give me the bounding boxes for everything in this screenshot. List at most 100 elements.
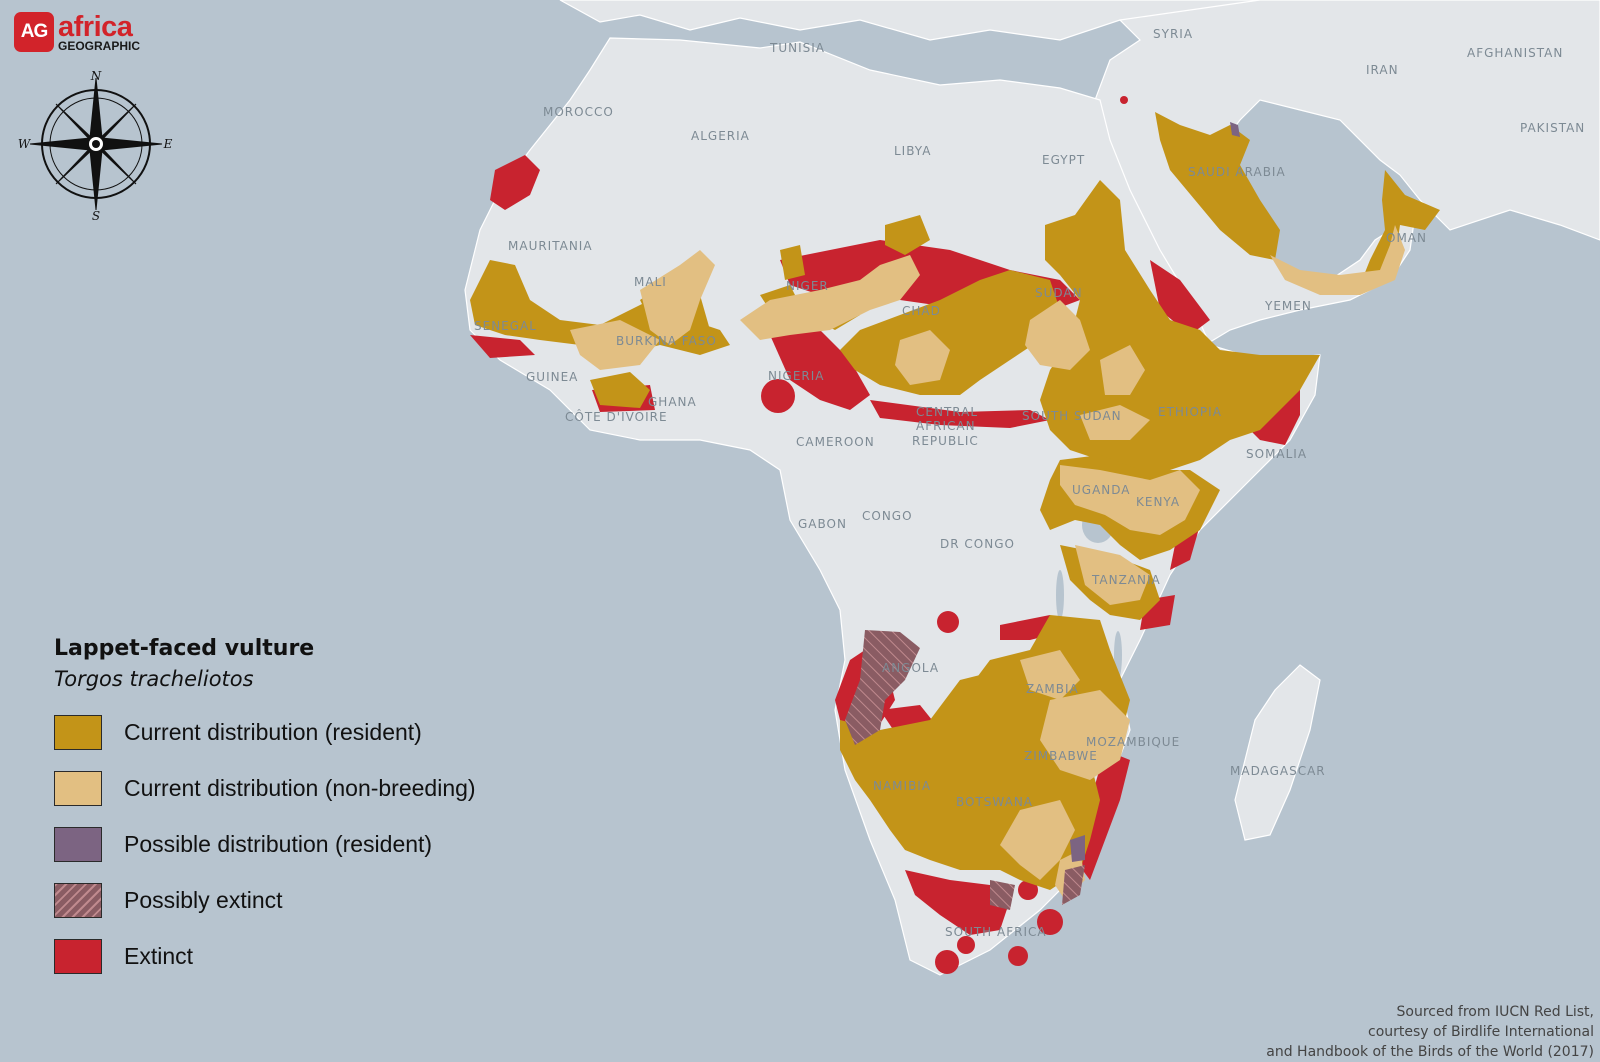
source-line-1: Sourced from IUCN Red List,: [1396, 1004, 1595, 1020]
nonbreeding-south-sudan: [1080, 405, 1150, 440]
label-botswana: BOTSWANA: [956, 795, 1033, 809]
compass-n-label: N: [90, 69, 102, 83]
legend-title: Lappet-faced vulture: [54, 636, 315, 661]
label-cote-divoire: CÔTE D'IVOIRE: [565, 409, 668, 424]
extinct-sa-spot-4: [1018, 880, 1038, 900]
brand-name: africa: [58, 10, 133, 43]
compass-e-label: E: [163, 137, 173, 151]
legend-item-extinct: Extinct: [54, 937, 476, 975]
resident-chad-east: [840, 270, 1060, 395]
legend-items: Current distribution (resident) Current …: [54, 713, 476, 975]
label-car-1: CENTRAL: [916, 405, 978, 419]
label-guinea: GUINEA: [526, 370, 578, 384]
swatch-resident: [54, 714, 102, 750]
possible-resident-arabia: [1230, 122, 1240, 137]
extinct-israel-spot: [1120, 96, 1128, 104]
resident-sudan-ethiopia: [1040, 180, 1320, 470]
label-tanzania: TANZANIA: [1091, 573, 1161, 587]
extinct-morocco: [490, 155, 540, 210]
label-niger: NIGER: [786, 279, 829, 293]
extinct-sa-spot-3: [1037, 909, 1063, 935]
label-mauritania: MAURITANIA: [508, 239, 593, 253]
brand-logo: AG africa GEOGRAPHIC: [14, 12, 140, 52]
nonbreeding-chad: [895, 330, 950, 385]
label-ethiopia: ETHIOPIA: [1158, 405, 1222, 419]
legend-label: Possible distribution (resident): [124, 830, 433, 857]
label-afghanistan: AFGHANISTAN: [1467, 46, 1563, 60]
map-legend: Lappet-faced vulture Torgos tracheliotos…: [54, 636, 476, 993]
resident-ghana: [590, 372, 650, 408]
brand-wordmark: africa GEOGRAPHIC: [58, 10, 141, 53]
nonbreeding-uganda-kenya: [1060, 465, 1200, 535]
label-mozambique: MOZAMBIQUE: [1086, 735, 1180, 749]
extinct-senegal: [470, 335, 535, 358]
resident-arabia: [1155, 112, 1280, 260]
label-cameroon: CAMEROON: [796, 435, 875, 449]
label-car-3: REPUBLIC: [912, 434, 979, 448]
source-line-2: courtesy of Birdlife International: [1368, 1024, 1594, 1040]
legend-item-resident: Current distribution (resident): [54, 713, 476, 751]
compass-rose-icon: N S W E: [18, 69, 173, 223]
swatch-possible-resident: [54, 826, 102, 862]
label-pakistan: PAKISTAN: [1520, 121, 1585, 135]
label-egypt: EGYPT: [1042, 153, 1085, 167]
label-iran: IRAN: [1366, 63, 1399, 77]
non-breeding-ranges: [570, 225, 1405, 900]
label-zambia: ZAMBIA: [1026, 682, 1079, 696]
nonbreeding-sudan: [1025, 300, 1090, 370]
legend-item-possibly-extinct: Possibly extinct: [54, 881, 476, 919]
extinct-eritrea: [1150, 260, 1210, 335]
possible-resident-natal: [1070, 835, 1085, 862]
extinct-angola-spot: [937, 611, 959, 633]
nonbreeding-ethiopia: [1100, 345, 1145, 395]
label-uganda: UGANDA: [1072, 483, 1131, 497]
swatch-possibly-extinct: [54, 882, 102, 918]
brand-sub: GEOGRAPHIC: [58, 38, 141, 53]
extinct-nigeria: [770, 330, 870, 410]
label-madagascar: MADAGASCAR: [1230, 764, 1326, 778]
resident-niger-blob-3: [885, 215, 930, 255]
nonbreeding-mali: [640, 250, 715, 345]
label-ghana: GHANA: [648, 395, 697, 409]
possibly-extinct-south-africa: [990, 880, 1015, 910]
label-somalia: SOMALIA: [1246, 447, 1307, 461]
nonbreeding-south-africa: [1000, 800, 1075, 880]
swatch-non-breeding: [54, 770, 102, 806]
label-syria: SYRIA: [1153, 27, 1193, 41]
label-angola: ANGOLA: [882, 661, 939, 675]
nonbreeding-zimbabwe: [1040, 690, 1130, 780]
brand-badge: AG: [14, 12, 54, 52]
legend-label: Extinct: [124, 942, 194, 969]
extinct-mozambique: [1075, 750, 1130, 880]
legend-label: Possibly extinct: [124, 886, 283, 913]
nonbreeding-arabia-strip: [1270, 225, 1405, 295]
extinct-sa-spot-2: [1008, 946, 1028, 966]
label-yemen: YEMEN: [1264, 299, 1312, 313]
extinct-south-africa: [905, 870, 1010, 935]
resident-niger-blob-4: [780, 245, 805, 280]
resident-oman: [1360, 170, 1440, 285]
possible-ranges: [845, 122, 1240, 910]
lake-tanganyika: [1056, 570, 1064, 620]
label-chad: CHAD: [902, 304, 941, 318]
label-oman: OMAN: [1386, 231, 1427, 245]
label-congo: CONGO: [862, 509, 913, 523]
label-sudan: SUDAN: [1035, 286, 1083, 300]
label-south-africa: SOUTH AFRICA: [945, 925, 1047, 939]
label-gabon: GABON: [798, 517, 847, 531]
extinct-nigeria-spot: [761, 379, 795, 413]
swatch-extinct: [54, 938, 102, 974]
label-south-sudan: SOUTH SUDAN: [1022, 409, 1122, 423]
compass-s-label: S: [92, 209, 100, 223]
possibly-extinct-angola: [845, 630, 920, 745]
label-car-2: AFRICAN: [916, 419, 976, 433]
label-libya: LIBYA: [894, 144, 931, 158]
legend-item-possible-resident: Possible distribution (resident): [54, 825, 476, 863]
nonbreeding-niger: [740, 255, 920, 340]
extinct-sa-spot-5: [957, 936, 975, 954]
extinct-car: [870, 400, 1050, 428]
source-line-3: and Handbook of the Birds of the World (…: [1266, 1044, 1594, 1060]
legend-label: Current distribution (non-breeding): [124, 774, 476, 801]
label-mali: MALI: [634, 275, 667, 289]
